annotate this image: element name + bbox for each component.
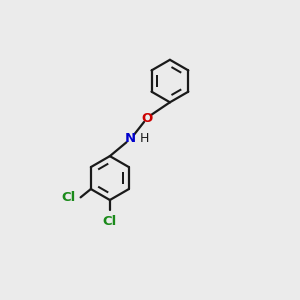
Text: Cl: Cl — [103, 215, 117, 228]
Text: O: O — [142, 112, 153, 125]
Text: H: H — [140, 132, 149, 145]
Text: N: N — [125, 132, 136, 145]
Text: Cl: Cl — [61, 191, 75, 204]
